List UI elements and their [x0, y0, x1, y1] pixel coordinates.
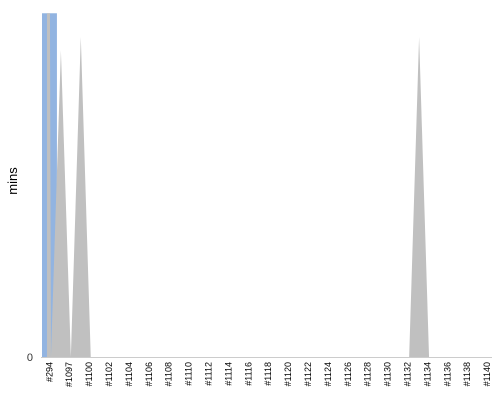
x-tick-label: #1120: [283, 362, 293, 386]
x-tick-label: #1106: [144, 362, 154, 386]
x-tick-label: #1104: [124, 362, 134, 386]
x-tick-label: #1136: [442, 362, 452, 386]
x-tick-label: #1114: [223, 362, 233, 386]
y-axis-title: mins: [5, 167, 20, 195]
x-tick-labels: #294 #1097 #1100 #1102 #1104 #1106 #1108 #1110 #…: [44, 362, 492, 387]
x-tick-label: #1122: [303, 362, 313, 386]
plot-area: [42, 13, 430, 357]
x-tick-label: #1132: [403, 362, 413, 386]
x-tick-label: #1102: [104, 362, 114, 386]
y-tick-label-0: 0: [27, 352, 33, 364]
x-tick-label: #1124: [323, 362, 333, 386]
x-tick-label: #1112: [204, 362, 214, 386]
x-tick-label: #1097: [64, 362, 74, 387]
x-tick-label: #1134: [422, 362, 432, 386]
x-tick-label: #1116: [243, 362, 253, 386]
x-tick-label: #1100: [84, 362, 94, 386]
x-tick-label: #1110: [184, 362, 194, 386]
x-tick-label: #1128: [363, 362, 373, 386]
x-tick-label: #1108: [164, 362, 174, 386]
x-tick-label: #1118: [263, 362, 273, 386]
x-tick-label: #1130: [383, 362, 393, 386]
x-tick-label: #1140: [482, 362, 492, 386]
x-tick-label: #294: [44, 362, 54, 382]
x-tick-label: #1138: [462, 362, 472, 386]
x-tick-label: #1126: [343, 362, 353, 386]
area-series-0: [46, 13, 430, 357]
